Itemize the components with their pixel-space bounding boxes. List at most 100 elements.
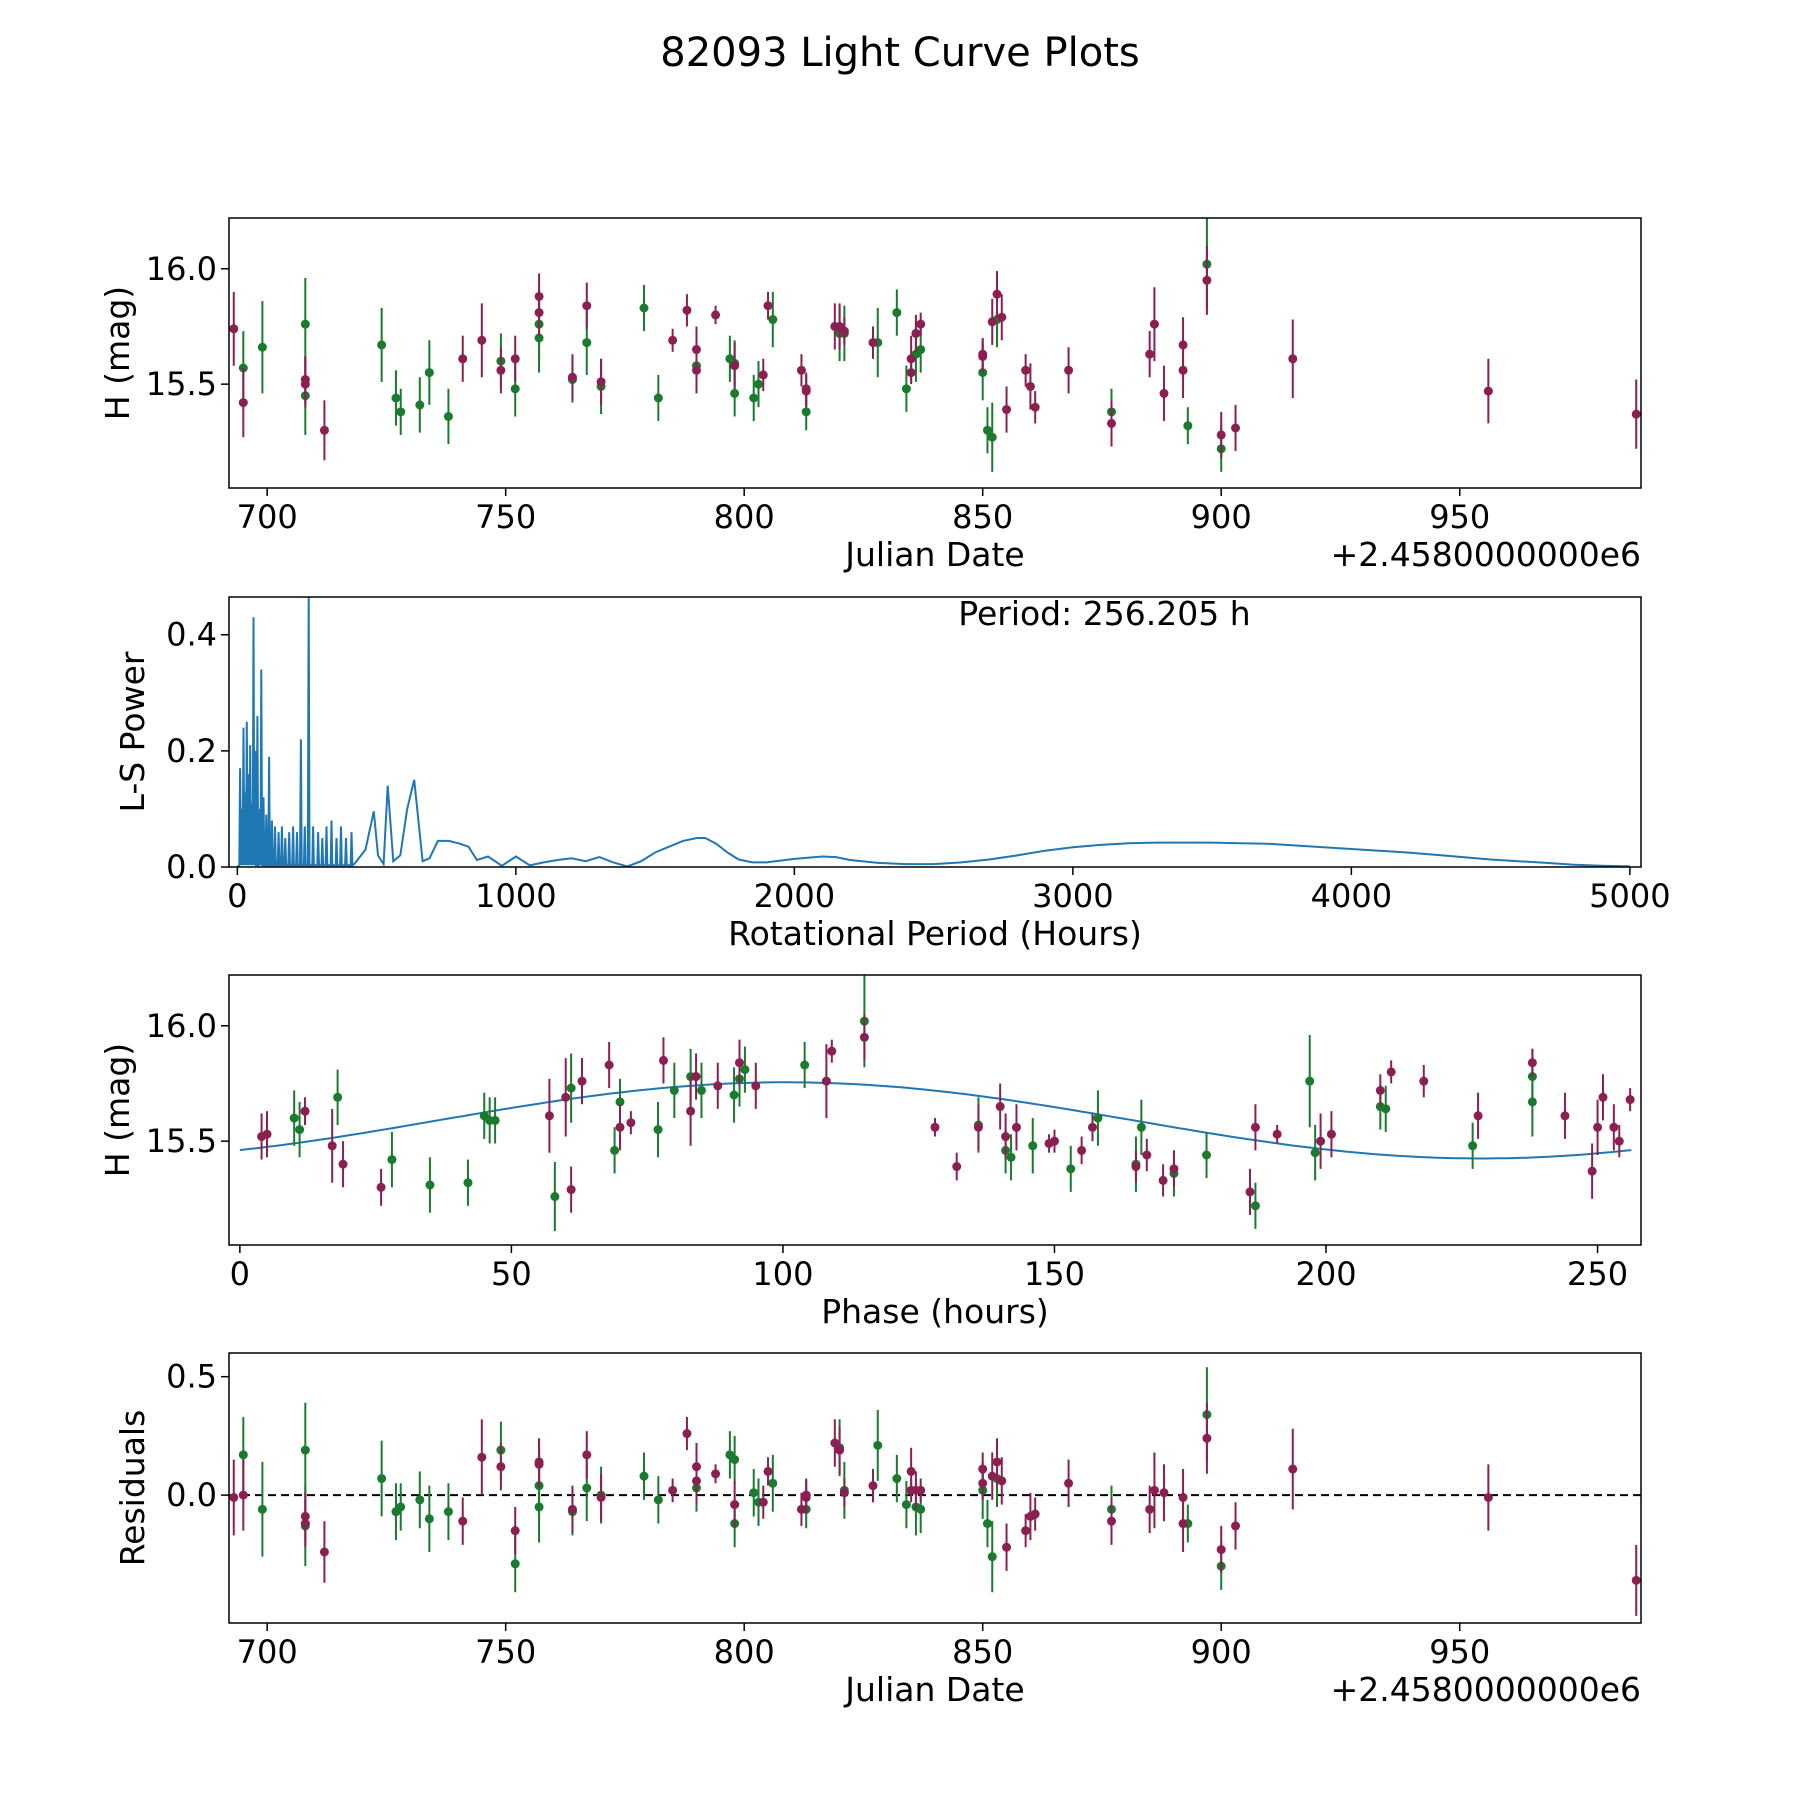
data-point xyxy=(982,1519,992,1529)
y-tick-label: 15.5 xyxy=(146,365,217,403)
data-point xyxy=(300,1519,310,1529)
data-point xyxy=(1145,349,1155,359)
data-point xyxy=(604,1060,614,1070)
data-point xyxy=(653,393,663,403)
data-point xyxy=(1107,1516,1116,1526)
x-tick-label: 250 xyxy=(1567,1255,1628,1293)
data-point xyxy=(830,1438,840,1448)
y-tick-label: 0.0 xyxy=(166,848,217,886)
data-point xyxy=(596,1492,606,1502)
x-tick-label: 850 xyxy=(952,498,1013,536)
data-point xyxy=(1483,1492,1493,1502)
data-point xyxy=(1216,430,1226,440)
data-point xyxy=(763,1466,773,1476)
data-point xyxy=(859,1032,869,1042)
x-tick-label: 150 xyxy=(1024,1255,1085,1293)
data-point xyxy=(839,1488,849,1498)
data-point xyxy=(1169,1164,1179,1174)
data-point xyxy=(1021,1526,1031,1536)
data-point xyxy=(1231,423,1241,433)
data-point xyxy=(477,1452,487,1462)
y-axis-label: H (mag) xyxy=(98,286,137,420)
data-point xyxy=(906,354,916,364)
data-point xyxy=(458,1516,468,1526)
data-point xyxy=(800,1060,810,1070)
data-point xyxy=(668,1485,678,1495)
data-point xyxy=(424,1514,434,1524)
data-point xyxy=(567,372,577,382)
data-point xyxy=(992,1457,1002,1467)
y-tick-label: 15.5 xyxy=(146,1122,217,1160)
y-tick-label: 0.4 xyxy=(166,616,217,654)
data-point xyxy=(1001,1132,1011,1142)
data-point xyxy=(567,1504,577,1514)
panel-lightcurve: 700 750 800 850 900 950 15.5 16.0 Julian Date H (… xyxy=(98,217,1642,574)
data-point xyxy=(1527,1058,1537,1068)
x-tick-label: 750 xyxy=(475,1633,536,1671)
data-point xyxy=(1107,418,1116,428)
sinusoid-model-curve xyxy=(239,1081,1632,1160)
series-green xyxy=(289,975,1537,1232)
x-tick-label: 950 xyxy=(1429,498,1490,536)
axes-frame xyxy=(228,217,1642,489)
figure-title: 82093 Light Curve Plots xyxy=(660,30,1139,76)
data-point xyxy=(1625,1095,1635,1105)
x-tick-label: 4000 xyxy=(1311,877,1392,915)
y-axis-label: L-S Power xyxy=(113,651,152,812)
data-point xyxy=(257,1504,267,1514)
data-point xyxy=(377,340,387,350)
data-point xyxy=(338,1159,348,1169)
y-tick-label: 16.0 xyxy=(146,250,217,288)
data-point xyxy=(238,1490,248,1500)
data-point xyxy=(1183,421,1193,431)
data-point xyxy=(653,1495,663,1505)
data-point xyxy=(387,1155,397,1165)
data-point xyxy=(582,338,592,348)
data-point xyxy=(1631,1575,1641,1585)
data-point xyxy=(425,1180,435,1190)
data-point xyxy=(1216,1545,1226,1555)
data-point xyxy=(987,317,997,327)
data-point xyxy=(415,400,425,410)
data-point xyxy=(839,326,849,336)
data-point xyxy=(1178,365,1188,375)
data-point xyxy=(987,432,997,442)
data-point xyxy=(1631,409,1641,419)
data-point xyxy=(801,1490,811,1500)
data-point xyxy=(319,1547,329,1557)
data-point xyxy=(319,425,329,435)
data-point xyxy=(682,305,692,315)
data-point xyxy=(1560,1111,1570,1121)
y-tick-label: 16.0 xyxy=(146,1007,217,1045)
data-point xyxy=(1158,1175,1168,1185)
data-point xyxy=(1593,1122,1603,1132)
data-point xyxy=(730,388,740,398)
data-point xyxy=(327,1141,337,1151)
data-point xyxy=(987,1552,997,1562)
data-point xyxy=(691,1072,701,1082)
data-point xyxy=(300,379,310,389)
data-point xyxy=(1527,1097,1537,1107)
data-point xyxy=(749,393,759,403)
data-point xyxy=(238,398,248,408)
data-point xyxy=(534,333,544,343)
x-axis-label: Rotational Period (Hours) xyxy=(728,914,1142,953)
data-point xyxy=(615,1122,625,1132)
data-point xyxy=(424,368,434,378)
x-tick-label: 50 xyxy=(491,1255,532,1293)
data-point xyxy=(1202,1150,1212,1160)
data-point xyxy=(796,1504,806,1514)
data-point xyxy=(1028,1141,1038,1151)
data-point xyxy=(1011,1122,1021,1132)
x-tick-label: 750 xyxy=(475,498,536,536)
data-point xyxy=(1473,1111,1483,1121)
period-annotation: Period: 256.205 h xyxy=(958,594,1250,633)
data-point xyxy=(1025,381,1035,391)
data-point xyxy=(892,1474,902,1484)
x-offset-label: +2.4580000000e6 xyxy=(1331,1670,1641,1709)
data-point xyxy=(730,1500,740,1510)
x-tick-label: 1000 xyxy=(475,877,556,915)
data-point xyxy=(1231,1521,1241,1531)
data-point xyxy=(1136,1122,1146,1132)
